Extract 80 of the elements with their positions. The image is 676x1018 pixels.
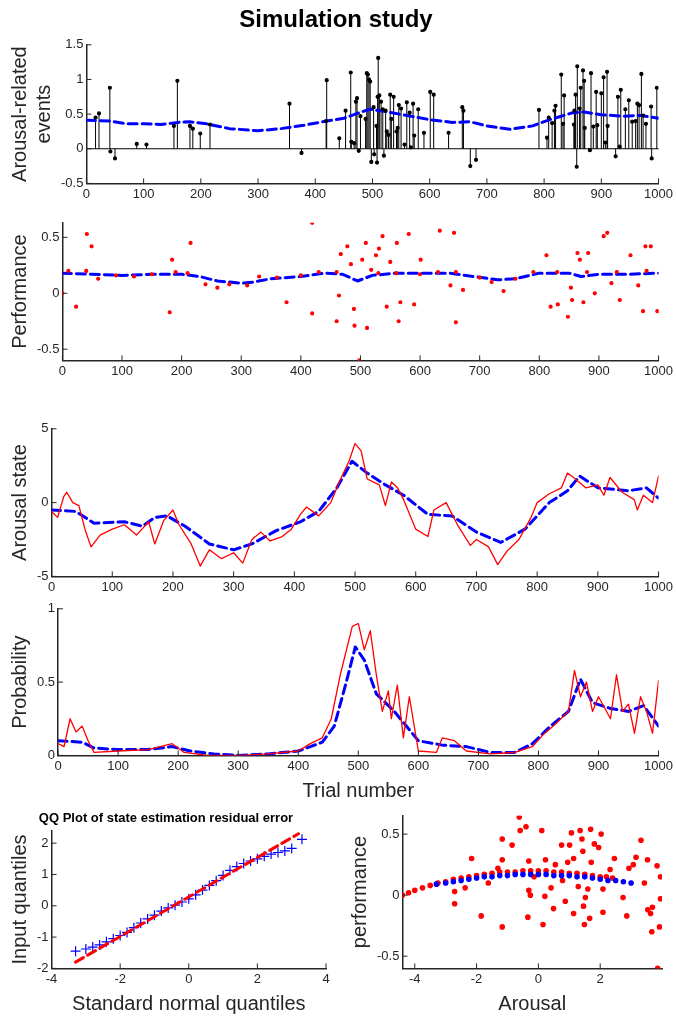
x-tick-label: 4	[322, 970, 330, 986]
x-tick-label: 800	[527, 757, 550, 773]
x-tick-label: 0	[534, 970, 542, 986]
y-tick-label: 1	[41, 866, 49, 882]
x-tick-label: 700	[467, 757, 490, 773]
x-tick-label: 300	[247, 185, 269, 201]
x-tick-label: 800	[528, 362, 551, 378]
x-tick-label: 200	[189, 185, 212, 201]
y-tick-label: 0	[47, 746, 56, 762]
y-tick-label: 0.5	[65, 105, 84, 121]
y-tick-label: 0	[76, 140, 84, 156]
x-tick-label: 100	[132, 185, 155, 201]
x-tick-label: 800	[526, 578, 548, 594]
y-tick-label: 5	[41, 420, 49, 436]
y-tick-label: 1	[76, 71, 84, 87]
x-tick-label: 900	[586, 578, 609, 594]
x-tick-label: 300	[230, 362, 253, 378]
y-axis-title: performance	[347, 835, 370, 949]
y-tick-label: -1	[37, 928, 49, 944]
x-tick-label: 400	[287, 757, 310, 773]
x-tick-label: 1000	[644, 757, 673, 773]
x-tick-label: 1000	[644, 185, 673, 201]
x-tick-label: 700	[465, 578, 488, 594]
x-tick-label: 900	[587, 757, 610, 773]
x-tick-label: 2	[253, 970, 262, 986]
y-tick-label: 0	[41, 494, 49, 510]
x-tick-label: 700	[476, 185, 498, 201]
x-tick-label: -2	[114, 970, 126, 986]
y-tick-label: 0.5	[41, 228, 60, 244]
x-tick-label: 600	[409, 362, 431, 378]
x-tick-label: 200	[170, 362, 193, 378]
x-tick-label: 200	[167, 757, 190, 773]
y-tick-label: 0.5	[381, 825, 400, 841]
chart-title: QQ Plot of state estimation residual error	[38, 810, 294, 826]
y-tick-label: 0.5	[36, 673, 56, 689]
x-tick-label: 400	[283, 578, 306, 594]
x-tick-label: 300	[227, 757, 250, 773]
x-tick-label: 0	[185, 970, 193, 986]
x-tick-label: 900	[590, 185, 613, 201]
y-tick-label: -0.5	[376, 947, 400, 963]
x-tick-label: 100	[107, 757, 129, 773]
x-tick-label: -4	[408, 970, 421, 986]
x-tick-label: 600	[407, 757, 430, 773]
x-tick-label: 300	[222, 578, 245, 594]
x-tick-label: 600	[404, 578, 427, 594]
x-tick-label: 500	[347, 757, 370, 773]
y-tick-label: -0.5	[60, 174, 84, 190]
y-tick-label: 1	[47, 600, 56, 616]
x-tick-label: 800	[533, 185, 555, 201]
x-axis-title: Trial number	[302, 778, 415, 801]
x-tick-label: 200	[162, 578, 184, 594]
y-tick-label: 2	[41, 834, 49, 850]
y-axis-title: Probability	[7, 635, 30, 729]
x-tick-label: 100	[111, 362, 133, 378]
x-tick-label: 500	[361, 185, 384, 201]
y-axis-title: Input quantiles	[7, 834, 30, 965]
y-tick-label: -0.5	[36, 340, 60, 356]
y-tick-label: -5	[37, 567, 49, 583]
y-tick-label: 0	[52, 284, 60, 300]
x-tick-label: 500	[349, 362, 372, 378]
x-tick-label: 2	[596, 970, 604, 986]
x-tick-label: 1000	[644, 362, 673, 378]
y-tick-label: 0	[392, 886, 400, 902]
y-axis-title: Arousal-related events	[7, 46, 54, 182]
x-tick-label: 700	[468, 362, 491, 378]
x-tick-label: 600	[418, 185, 441, 201]
chart-title: Simulation study	[239, 5, 434, 33]
x-tick-label: 1000	[644, 578, 673, 594]
x-axis-title: Standard normal quantiles	[72, 991, 306, 1014]
x-tick-label: -2	[470, 970, 483, 986]
x-tick-label: 400	[304, 185, 327, 201]
x-axis-title: Arousal	[498, 991, 567, 1014]
x-tick-label: 100	[101, 578, 124, 594]
y-axis-title: Arousal state	[7, 444, 30, 561]
x-tick-label: 400	[290, 362, 312, 378]
x-tick-label: 500	[344, 578, 366, 594]
x-tick-label: 900	[588, 362, 610, 378]
y-tick-label: 0	[41, 897, 49, 913]
y-tick-label: 1.5	[65, 36, 84, 52]
y-axis-title: Performance	[7, 234, 30, 349]
